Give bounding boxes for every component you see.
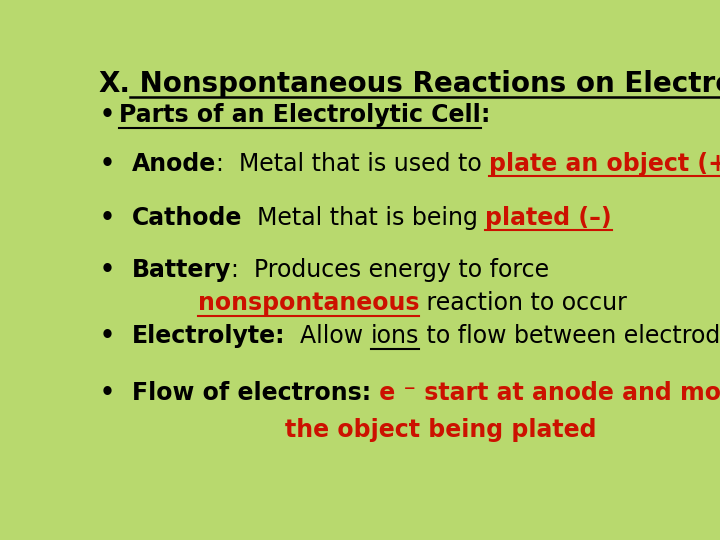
Text: Battery: Battery: [132, 258, 231, 282]
Text: ions: ions: [371, 325, 419, 348]
Text: nonspontaneous: nonspontaneous: [197, 291, 419, 315]
Text: Allow: Allow: [285, 325, 371, 348]
Text: •: •: [100, 152, 132, 176]
Text: •: •: [100, 381, 132, 404]
Text: •: •: [100, 103, 115, 127]
Text: X.: X.: [99, 70, 130, 98]
Text: Anode: Anode: [132, 152, 216, 176]
Text: Cathode: Cathode: [132, 206, 242, 230]
Text: :: :: [481, 103, 490, 127]
Text: Parts of an Electrolytic Cell: Parts of an Electrolytic Cell: [119, 103, 481, 127]
Text: Flow of electrons:: Flow of electrons:: [132, 381, 371, 404]
Text: plate an object (+): plate an object (+): [489, 152, 720, 176]
Text: •: •: [100, 206, 132, 230]
Text: plated (–): plated (–): [485, 206, 612, 230]
Text: reaction to occur: reaction to occur: [419, 291, 627, 315]
Text: Electrolyte:: Electrolyte:: [132, 325, 285, 348]
Text: •: •: [100, 325, 132, 348]
Text: :  Produces energy to force: : Produces energy to force: [231, 258, 549, 282]
Text: e ⁻ start at anode and move toward: e ⁻ start at anode and move toward: [371, 381, 720, 404]
Text: •: •: [100, 258, 132, 282]
Text: Nonspontaneous Reactions on Electrolytic Cells: Nonspontaneous Reactions on Electrolytic…: [130, 70, 720, 98]
Text: Metal that is being: Metal that is being: [242, 206, 485, 230]
Text: the object being plated: the object being plated: [285, 418, 597, 442]
Text: to flow between electrodes: to flow between electrodes: [419, 325, 720, 348]
Text: :  Metal that is used to: : Metal that is used to: [216, 152, 489, 176]
